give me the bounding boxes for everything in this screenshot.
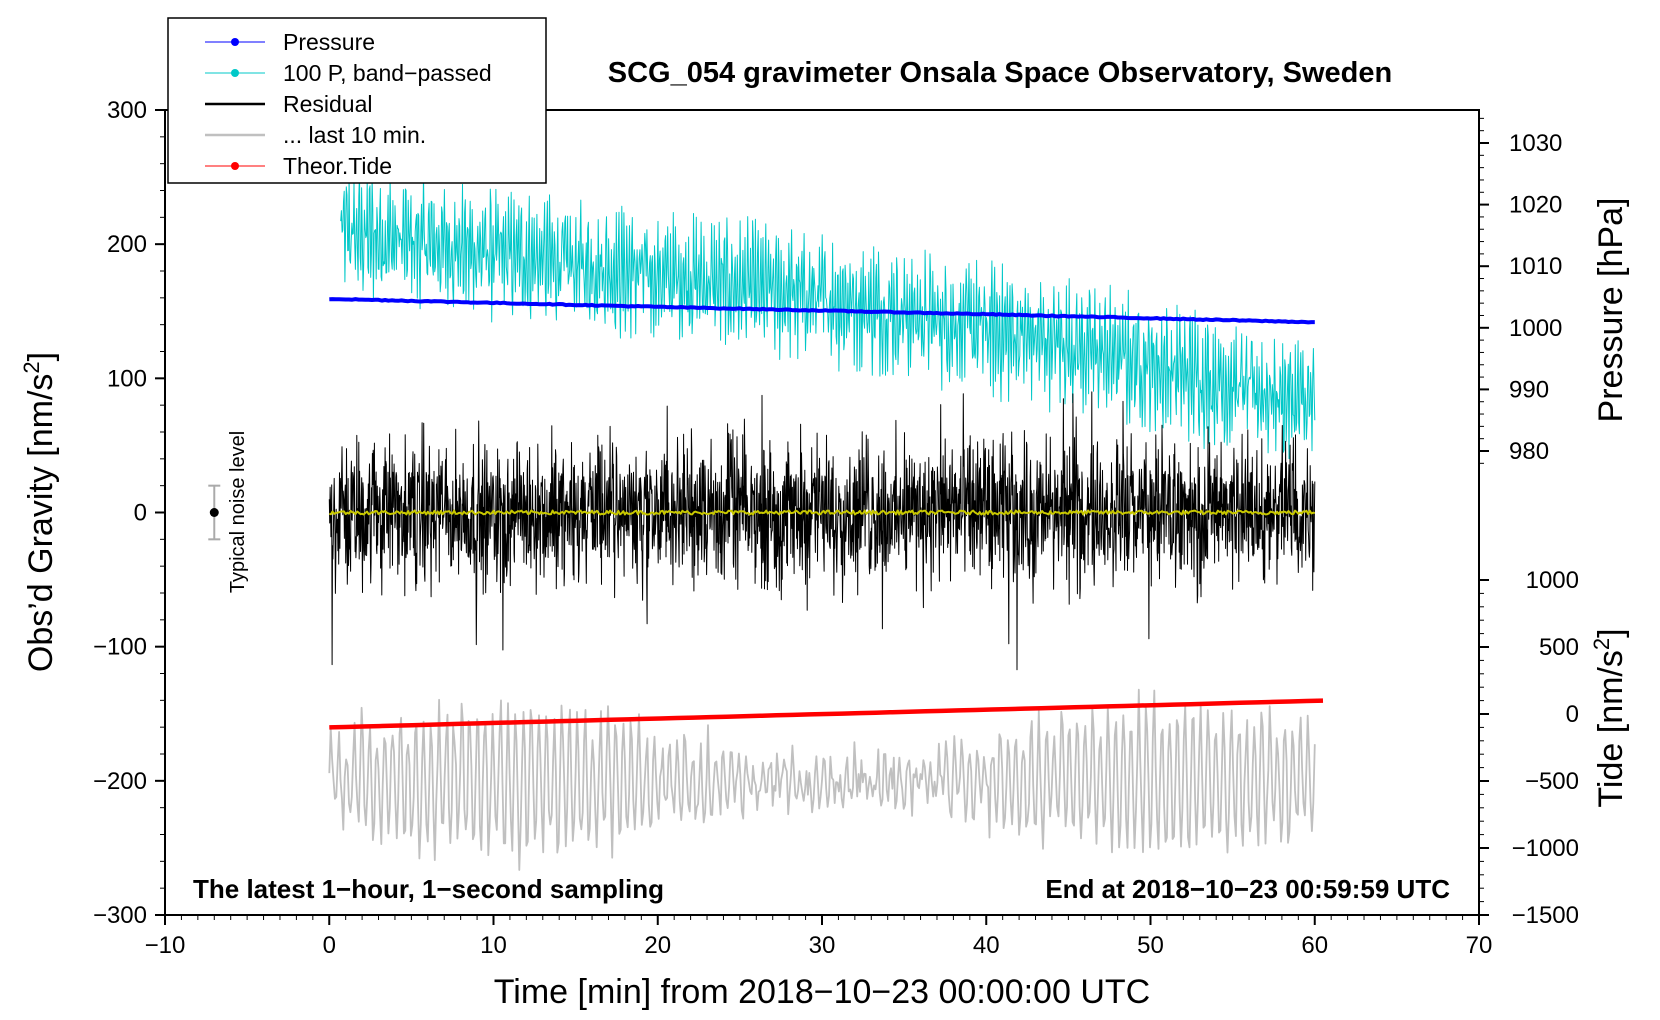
legend-marker	[231, 38, 239, 46]
x-tick-label: 10	[480, 932, 507, 959]
y-tick-label: −200	[93, 768, 147, 795]
y-axis-title-pressure: Pressure [hPa]	[1592, 198, 1630, 423]
y-axis-gravity: −300 −200 −100 0 100 200 300	[93, 97, 165, 929]
series-layer	[328, 172, 1324, 871]
x-tick-label: 70	[1466, 932, 1493, 959]
pressure-tick-label: 1020	[1509, 192, 1562, 219]
noise-level-bar	[208, 484, 221, 541]
x-tick-label: 40	[973, 932, 1000, 959]
tide-tick-label: −1000	[1512, 835, 1579, 862]
y-axis-title-tide: Tide [nm/s2]	[1589, 628, 1630, 807]
legend-marker	[231, 162, 239, 170]
series-smoothed-residual	[329, 509, 1315, 516]
y-axis-pressure: 980 990 1000 1010 1020 1030	[1479, 117, 1562, 465]
pressure-tick-label: 980	[1509, 438, 1549, 465]
legend-label: ... last 10 min.	[283, 122, 426, 148]
end-time-note: End at 2018−10−23 00:59:59 UTC	[1045, 874, 1450, 904]
y-axis-title-gravity: Obs’d Gravity [nm/s2]	[19, 352, 60, 672]
pressure-tick-label: 1030	[1509, 130, 1562, 157]
x-axis: −10 0 10 20 30 40 50 60 70	[145, 915, 1493, 959]
x-tick-label: 0	[323, 932, 336, 959]
x-tick-label: 20	[644, 932, 671, 959]
chart-title: SCG_054 gravimeter Onsala Space Observat…	[608, 57, 1392, 89]
y-axis-tide: −1500 −1000 −500 0 500 1000	[1479, 567, 1579, 929]
legend-label: Residual	[283, 91, 373, 117]
tide-tick-label: −1500	[1512, 902, 1579, 929]
legend-label: Theor.Tide	[283, 153, 392, 179]
tide-tick-label: −500	[1525, 768, 1579, 795]
y-tick-label: 200	[107, 231, 147, 258]
legend-marker	[231, 69, 239, 77]
pressure-tick-label: 1000	[1509, 315, 1562, 342]
sampling-note: The latest 1−hour, 1−second sampling	[193, 874, 664, 904]
x-tick-label: −10	[145, 932, 186, 959]
y-tick-label: 100	[107, 365, 147, 392]
x-tick-label: 60	[1301, 932, 1328, 959]
tide-tick-label: 500	[1539, 634, 1579, 661]
tide-tick-label: 1000	[1526, 567, 1579, 594]
noise-level-label: Typical noise level	[227, 431, 249, 593]
pressure-tick-label: 1010	[1509, 253, 1562, 280]
x-tick-label: 50	[1137, 932, 1164, 959]
series-100-p-band-passed	[340, 172, 1316, 460]
series-pressure	[329, 297, 1315, 325]
y-tick-label: 0	[134, 500, 147, 527]
x-axis-title: Time [min] from 2018−10−23 00:00:00 UTC	[494, 973, 1150, 1011]
tide-tick-label: 0	[1566, 701, 1579, 728]
noise-bar-dot	[209, 508, 219, 517]
x-tick-label: 30	[809, 932, 836, 959]
series-last-10-min	[328, 688, 1316, 871]
pressure-tick-label: 990	[1509, 376, 1549, 403]
legend-label: Pressure	[283, 29, 375, 55]
series-residual	[328, 391, 1316, 671]
legend-box	[167, 17, 547, 184]
y-tick-label: 300	[107, 97, 147, 124]
legend: Pressure 100 P, band−passed Residual ... la…	[167, 17, 547, 184]
series-theor-tide	[329, 698, 1324, 730]
y-tick-label: −300	[93, 902, 147, 929]
y-tick-label: −100	[93, 634, 147, 661]
legend-label: 100 P, band−passed	[283, 60, 492, 86]
